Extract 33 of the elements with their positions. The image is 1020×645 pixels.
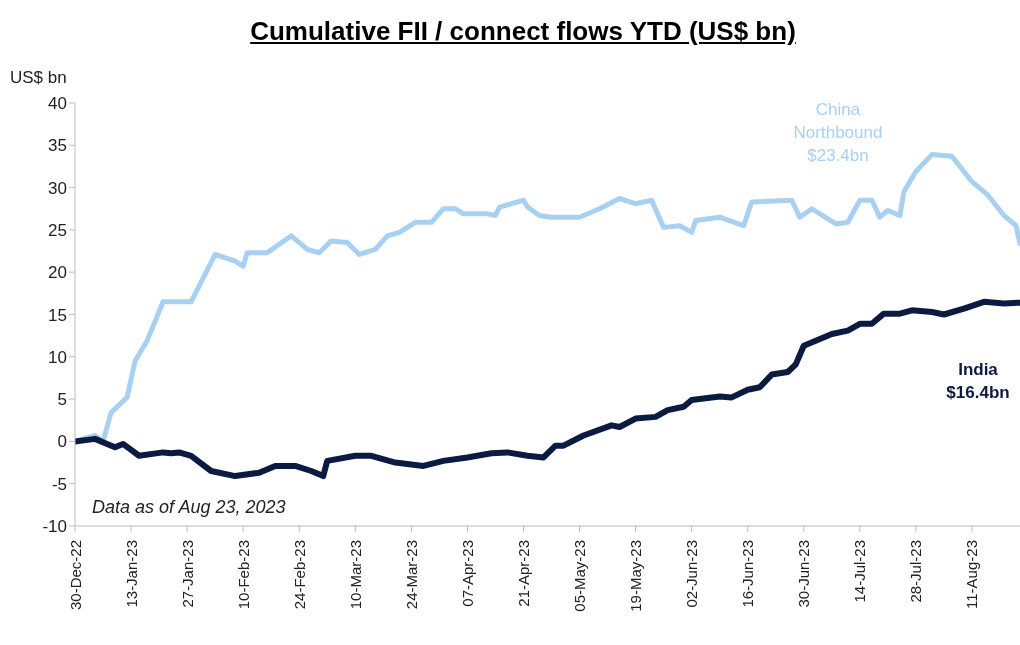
y-tick-label: 40 (48, 94, 67, 114)
x-tick-label: 10-Mar-23 (346, 540, 364, 610)
x-tick-label: 19-May-23 (627, 540, 645, 612)
y-tick-label: -10 (42, 517, 67, 537)
annotation: Data as of Aug 23, 2023 (92, 496, 287, 519)
x-tick-label: 16-Jun-23 (739, 540, 757, 608)
y-tick-label: 30 (48, 178, 67, 198)
chart-title: Cumulative FII / connect flows YTD (US$ bn) (249, 16, 797, 47)
x-tick-label: 14-Jul-23 (851, 540, 869, 603)
x-tick-label: 30-Jun-23 (795, 540, 813, 608)
y-tick-label: 25 (48, 220, 67, 240)
x-tick-label: 28-Jul-23 (907, 540, 925, 603)
x-tick-label: 02-Jun-23 (683, 540, 701, 608)
x-tick-label: 10-Feb-23 (234, 540, 252, 610)
x-tick-label: 27-Jan-23 (178, 540, 196, 608)
y-tick-label: 0 (57, 432, 67, 452)
x-tick-label: 05-May-23 (571, 540, 589, 612)
x-tick-label: 13-Jan-23 (122, 540, 140, 608)
y-tick-label: 15 (48, 305, 67, 325)
y-tick-label: -5 (51, 474, 67, 494)
y-tick-label: 10 (48, 347, 67, 367)
x-tick-label: 21-Apr-23 (514, 540, 532, 607)
x-tick-label: 07-Apr-23 (458, 540, 476, 607)
x-tick-label: 24-Mar-23 (402, 540, 420, 610)
y-tick-label: 5 (57, 390, 67, 410)
x-tick-label: 24-Feb-23 (290, 540, 308, 610)
y-axis-title: US$ bn (10, 68, 67, 88)
x-tick-label: 30-Dec-22 (66, 540, 84, 611)
y-tick-label: 35 (48, 136, 67, 156)
annotation: India $16.4bn (945, 359, 1011, 404)
x-tick-label: 11-Aug-23 (963, 540, 981, 609)
y-tick-label: 20 (48, 263, 67, 283)
annotation: China Northbound $23.4bn (792, 99, 884, 167)
